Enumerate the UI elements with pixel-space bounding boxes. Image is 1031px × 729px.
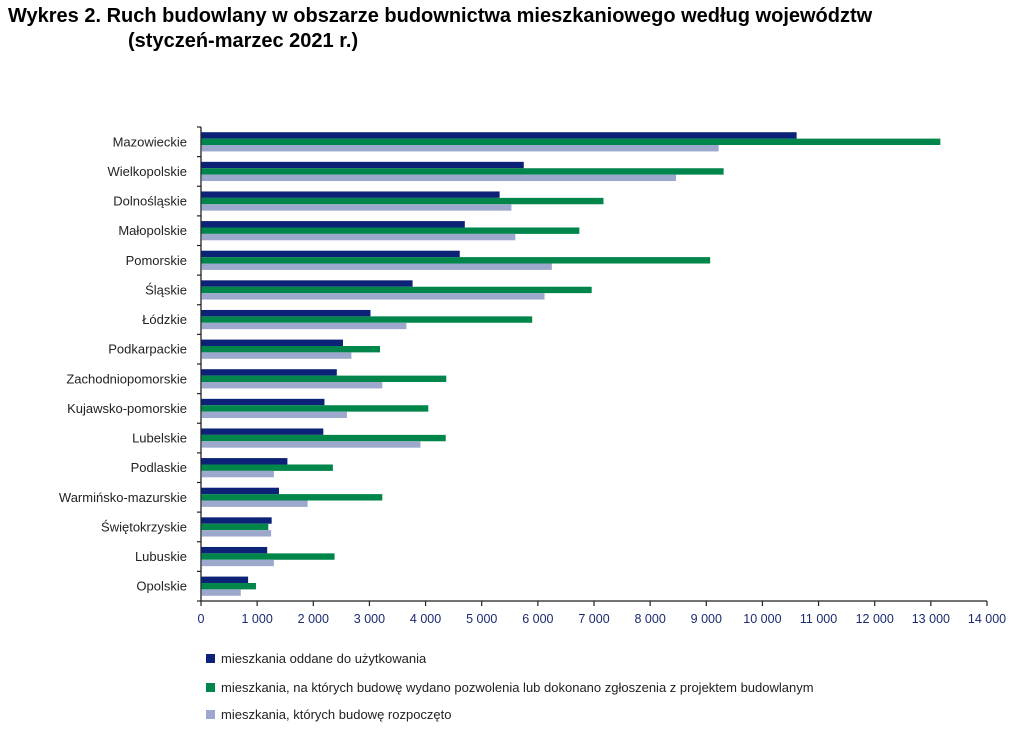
- legend-item: mieszkania oddane do użytkowania: [206, 651, 426, 666]
- x-tick-label: 14 000: [968, 612, 1006, 626]
- bar-3: [201, 470, 274, 478]
- bar-3: [201, 322, 407, 330]
- category-label: Lubelskie: [132, 431, 187, 446]
- legend-item: mieszkania, których budowę rozpoczęto: [206, 707, 452, 722]
- bar-2: [201, 138, 941, 146]
- bar-1: [201, 250, 460, 258]
- bar-1: [201, 487, 279, 495]
- bar-3: [201, 589, 241, 596]
- category-label: Warmińsko-mazurskie: [59, 490, 187, 505]
- bar-3: [201, 145, 719, 152]
- bar-3: [201, 174, 676, 182]
- x-tick-label: 12 000: [856, 612, 894, 626]
- bar-1: [201, 339, 343, 346]
- bar-1: [201, 191, 500, 198]
- bar-1: [201, 161, 524, 169]
- chart-title: Wykres 2. Ruch budowlany w obszarze budo…: [8, 4, 872, 54]
- legend-item: mieszkania, na których budowę wydano poz…: [206, 680, 814, 695]
- category-label: Kujawsko-pomorskie: [67, 401, 187, 416]
- bar-1: [201, 309, 371, 317]
- bar-3: [201, 352, 352, 359]
- bar-1: [201, 221, 465, 228]
- category-label: Podkarpackie: [108, 342, 187, 357]
- bar-3: [201, 263, 552, 270]
- legend-label: mieszkania oddane do użytkowania: [221, 651, 427, 666]
- legend-swatch: [206, 654, 215, 663]
- legend-swatch: [206, 683, 215, 692]
- bar-3: [201, 204, 512, 211]
- x-tick-label: 3 000: [354, 612, 385, 626]
- x-tick-label: 6 000: [522, 612, 553, 626]
- bar-3: [201, 411, 347, 419]
- category-label: Podlaskie: [131, 460, 187, 475]
- bar-2: [201, 464, 333, 471]
- x-tick-label: 7 000: [578, 612, 609, 626]
- bar-2: [201, 405, 429, 412]
- bar-3: [201, 500, 308, 507]
- bar-1: [201, 398, 325, 406]
- category-label: Dolnośląskie: [113, 194, 187, 209]
- bar-3: [201, 441, 421, 448]
- x-tick-label: 10 000: [743, 612, 781, 626]
- bar-2: [201, 375, 447, 383]
- bar-1: [201, 369, 337, 376]
- x-tick-label: 9 000: [691, 612, 722, 626]
- x-tick-label: 1 000: [242, 612, 273, 626]
- bar-2: [201, 582, 256, 590]
- bar-1: [201, 280, 413, 287]
- x-tick-label: 8 000: [635, 612, 666, 626]
- bar-3: [201, 559, 274, 567]
- category-label: Małopolskie: [118, 223, 187, 238]
- bar-2: [201, 523, 269, 531]
- legend-label: mieszkania, których budowę rozpoczęto: [221, 707, 452, 722]
- legend-swatch: [206, 710, 215, 719]
- bar-1: [201, 546, 268, 554]
- legend-label: mieszkania, na których budowę wydano poz…: [221, 680, 814, 695]
- bar-2: [201, 168, 724, 175]
- bar-2: [201, 434, 446, 442]
- x-tick-label: 0: [198, 612, 205, 626]
- bar-1: [201, 576, 249, 583]
- bar-2: [201, 345, 381, 353]
- category-label: Opolskie: [136, 579, 187, 594]
- category-label: Mazowieckie: [113, 134, 187, 149]
- bar-2: [201, 553, 335, 560]
- category-label: Pomorskie: [126, 253, 187, 268]
- bar-3: [201, 293, 545, 300]
- subtitle-line: (styczeń-marzec 2021 r.): [128, 30, 359, 52]
- bar-2: [201, 197, 604, 205]
- x-tick-label: 5 000: [466, 612, 497, 626]
- x-tick-label: 2 000: [298, 612, 329, 626]
- title-line: Wykres 2. Ruch budowlany w obszarze budo…: [8, 5, 873, 27]
- bar-2: [201, 494, 383, 501]
- bar-1: [201, 517, 272, 524]
- category-label: Zachodniopomorskie: [66, 371, 187, 386]
- category-label: Wielkopolskie: [108, 164, 187, 179]
- bar-3: [201, 382, 383, 389]
- category-label: Łódzkie: [142, 312, 187, 327]
- category-label: Lubuskie: [135, 549, 187, 564]
- bar-1: [201, 428, 324, 435]
- bar-2: [201, 316, 533, 323]
- bar-2: [201, 286, 592, 294]
- x-tick-label: 4 000: [410, 612, 441, 626]
- bar-2: [201, 257, 711, 264]
- bar-1: [201, 132, 797, 139]
- bar-3: [201, 530, 272, 537]
- x-tick-label: 11 000: [800, 612, 837, 626]
- bar-1: [201, 458, 288, 465]
- bar-3: [201, 233, 516, 241]
- bar-2: [201, 227, 580, 234]
- category-label: Świętokrzyskie: [101, 519, 187, 534]
- category-label: Śląskie: [145, 282, 187, 297]
- x-tick-label: 13 000: [912, 612, 950, 626]
